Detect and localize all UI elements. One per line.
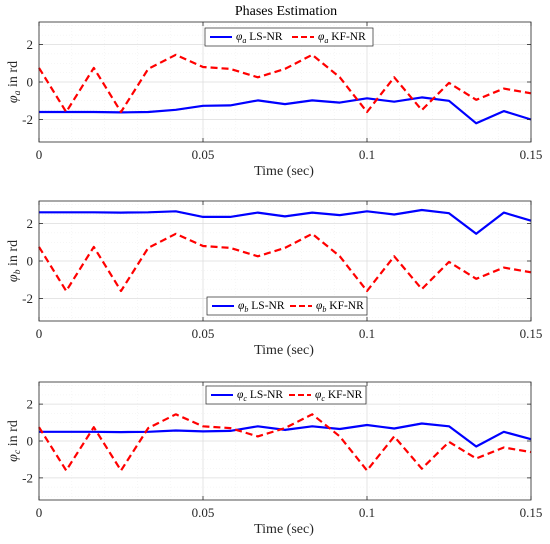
- y-tick-label: 0: [27, 434, 34, 449]
- x-tick-label: 0.05: [192, 147, 215, 162]
- x-tick-label: 0.05: [192, 326, 215, 341]
- chart-panel-3: 0 0.05 0.1 0.15 -2 0 2 Time (sec) φc in rd φc LS-…: [6, 381, 543, 537]
- series-line-kf-nr: [38, 232, 532, 293]
- x-tick-label: 0.05: [192, 505, 215, 520]
- legend-box: [205, 385, 367, 405]
- legend-box: [204, 27, 374, 47]
- series-line-kf-nr: [38, 53, 532, 114]
- y-tick-label: 2: [27, 37, 34, 52]
- legend: φc LS-NR φc KF-NR: [205, 385, 367, 405]
- y-tick-label: 2: [27, 397, 34, 412]
- y-axis-label: φc in rd: [6, 420, 23, 462]
- series-line-ls-nr: [39, 422, 532, 448]
- x-axis-label: Time (sec): [254, 343, 314, 358]
- legend: φb LS-NR φb KF-NR: [206, 296, 368, 316]
- y-tick-label: 0: [27, 254, 34, 269]
- x-tick-label: 0.1: [359, 505, 375, 520]
- x-tick-label: 0.1: [359, 147, 375, 162]
- x-tick-label: 0.1: [359, 326, 375, 341]
- y-axis-label: φb in rd: [6, 240, 23, 282]
- legend-label-kf-nr: φb KF-NR: [316, 300, 364, 314]
- y-tick-label: -2: [22, 470, 33, 485]
- legend-label-ls-nr: φc LS-NR: [237, 389, 283, 403]
- legend-label-kf-nr: φa KF-NR: [318, 31, 366, 45]
- x-axis-label: Time (sec): [254, 522, 314, 537]
- y-axis-label: φa in rd: [6, 61, 23, 103]
- y-tick-label: -2: [22, 291, 33, 306]
- chart-panel-1: 0 0.05 0.1 0.15 -2 0 2 Time (sec) φa in rd φa LS-…: [6, 21, 543, 179]
- y-tick-label: 2: [27, 216, 34, 231]
- legend-box: [206, 296, 368, 316]
- x-axis-label: Time (sec): [254, 164, 314, 179]
- x-tick-label: 0: [36, 326, 43, 341]
- chart-panel-2: 0 0.05 0.1 0.15 -2 0 2 Time (sec) φb in rd φb LS-…: [6, 200, 543, 358]
- x-tick-label: 0.15: [520, 326, 543, 341]
- legend-label-kf-nr: φc KF-NR: [315, 389, 363, 403]
- y-tick-label: -2: [22, 112, 33, 127]
- legend-label-ls-nr: φb LS-NR: [238, 300, 285, 314]
- x-tick-label: 0: [36, 147, 43, 162]
- series-line-ls-nr: [39, 208, 532, 235]
- x-tick-label: 0: [36, 505, 43, 520]
- x-tick-label: 0.15: [520, 147, 543, 162]
- legend: φa LS-NR φa KF-NR: [204, 27, 374, 47]
- y-tick-label: 0: [27, 75, 34, 90]
- legend-label-ls-nr: φa LS-NR: [236, 31, 283, 45]
- x-tick-label: 0.15: [520, 505, 543, 520]
- figure-title: Phases Estimation: [235, 4, 337, 19]
